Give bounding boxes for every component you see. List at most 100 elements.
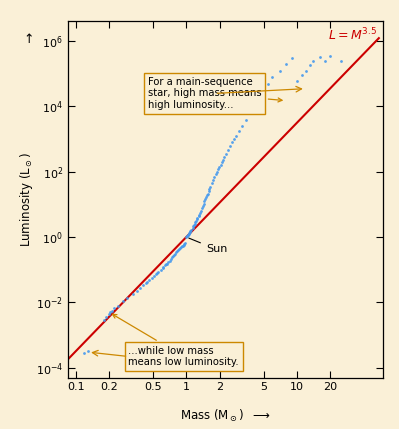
Point bbox=[144, 278, 150, 285]
Point bbox=[265, 80, 271, 87]
Point bbox=[196, 213, 202, 220]
Text: ...while low mass
means low luminosity.: ...while low mass means low luminosity. bbox=[113, 314, 239, 367]
Point bbox=[289, 55, 295, 62]
Point bbox=[229, 139, 235, 146]
Point bbox=[136, 285, 143, 292]
Point bbox=[232, 132, 239, 139]
Point bbox=[243, 116, 249, 123]
Point bbox=[162, 262, 168, 269]
Point bbox=[165, 259, 172, 266]
Point bbox=[120, 298, 126, 305]
Point bbox=[196, 211, 202, 218]
Point bbox=[172, 250, 178, 257]
Point bbox=[206, 186, 212, 193]
Point bbox=[202, 196, 209, 202]
Point bbox=[168, 256, 174, 263]
Text: $\uparrow$: $\uparrow$ bbox=[21, 32, 33, 46]
Point bbox=[106, 310, 112, 317]
Point bbox=[239, 123, 245, 130]
Point bbox=[146, 277, 152, 284]
Point bbox=[103, 314, 110, 321]
Text: Mass (M$_\odot$)  $\longrightarrow$: Mass (M$_\odot$) $\longrightarrow$ bbox=[180, 408, 271, 424]
Point bbox=[191, 221, 197, 228]
Point bbox=[185, 231, 192, 238]
Point bbox=[155, 268, 162, 275]
Point bbox=[170, 251, 177, 258]
Point bbox=[180, 242, 186, 249]
Point bbox=[306, 62, 313, 69]
Point bbox=[212, 171, 219, 178]
Point bbox=[188, 227, 194, 233]
Point bbox=[310, 57, 316, 64]
Point bbox=[223, 150, 229, 157]
Point bbox=[183, 234, 190, 241]
Point bbox=[109, 308, 116, 314]
Point bbox=[182, 240, 188, 247]
Point bbox=[197, 210, 203, 217]
Point bbox=[198, 208, 204, 214]
Point bbox=[101, 317, 107, 324]
Point bbox=[187, 229, 193, 236]
Point bbox=[154, 270, 160, 277]
Point bbox=[211, 174, 217, 181]
Point bbox=[207, 184, 213, 190]
Point bbox=[81, 350, 88, 356]
Point bbox=[219, 159, 225, 166]
Point bbox=[179, 243, 185, 250]
Point bbox=[174, 248, 180, 254]
Point bbox=[134, 287, 140, 294]
Point bbox=[178, 244, 184, 251]
Point bbox=[217, 162, 224, 169]
Point bbox=[225, 146, 231, 153]
Point bbox=[169, 254, 175, 261]
Point bbox=[208, 180, 215, 187]
Point bbox=[160, 263, 166, 270]
Point bbox=[124, 294, 130, 301]
Point bbox=[220, 156, 226, 163]
Point bbox=[194, 216, 200, 223]
Point bbox=[302, 68, 309, 75]
Point bbox=[294, 78, 300, 85]
Point bbox=[164, 260, 170, 267]
Point bbox=[205, 188, 212, 195]
Point bbox=[221, 154, 227, 161]
Point bbox=[192, 221, 198, 227]
Point bbox=[115, 303, 121, 310]
Point bbox=[236, 127, 242, 134]
Point bbox=[227, 143, 233, 150]
Point bbox=[184, 233, 190, 240]
Point bbox=[159, 265, 166, 272]
Point bbox=[186, 230, 192, 237]
Point bbox=[298, 72, 305, 79]
Point bbox=[204, 191, 210, 198]
Point bbox=[184, 232, 191, 239]
Point bbox=[203, 194, 209, 201]
Point bbox=[175, 247, 182, 254]
Text: Sun: Sun bbox=[189, 238, 227, 254]
Point bbox=[322, 57, 328, 64]
Point bbox=[255, 98, 262, 105]
Point bbox=[215, 166, 221, 173]
Point bbox=[199, 205, 205, 211]
Point bbox=[250, 106, 256, 113]
Point bbox=[204, 190, 211, 197]
Point bbox=[216, 164, 223, 171]
Point bbox=[193, 218, 200, 224]
Point bbox=[163, 261, 170, 268]
Point bbox=[130, 290, 136, 297]
Point bbox=[149, 275, 155, 281]
Point bbox=[214, 169, 220, 175]
Point bbox=[190, 224, 196, 231]
Point bbox=[158, 267, 164, 274]
Text: For a main-sequence
star, high mass means
high luminosity...: For a main-sequence star, high mass mean… bbox=[148, 77, 282, 110]
Text: Luminosity (L$_\odot$): Luminosity (L$_\odot$) bbox=[18, 152, 36, 247]
Point bbox=[107, 309, 113, 316]
Point bbox=[327, 53, 334, 60]
Point bbox=[151, 272, 157, 279]
Point bbox=[269, 73, 276, 80]
Point bbox=[201, 200, 207, 207]
Point bbox=[190, 223, 197, 230]
Point bbox=[181, 240, 188, 247]
Text: $L = M^{3.5}$: $L = M^{3.5}$ bbox=[328, 27, 377, 43]
Point bbox=[200, 203, 206, 210]
